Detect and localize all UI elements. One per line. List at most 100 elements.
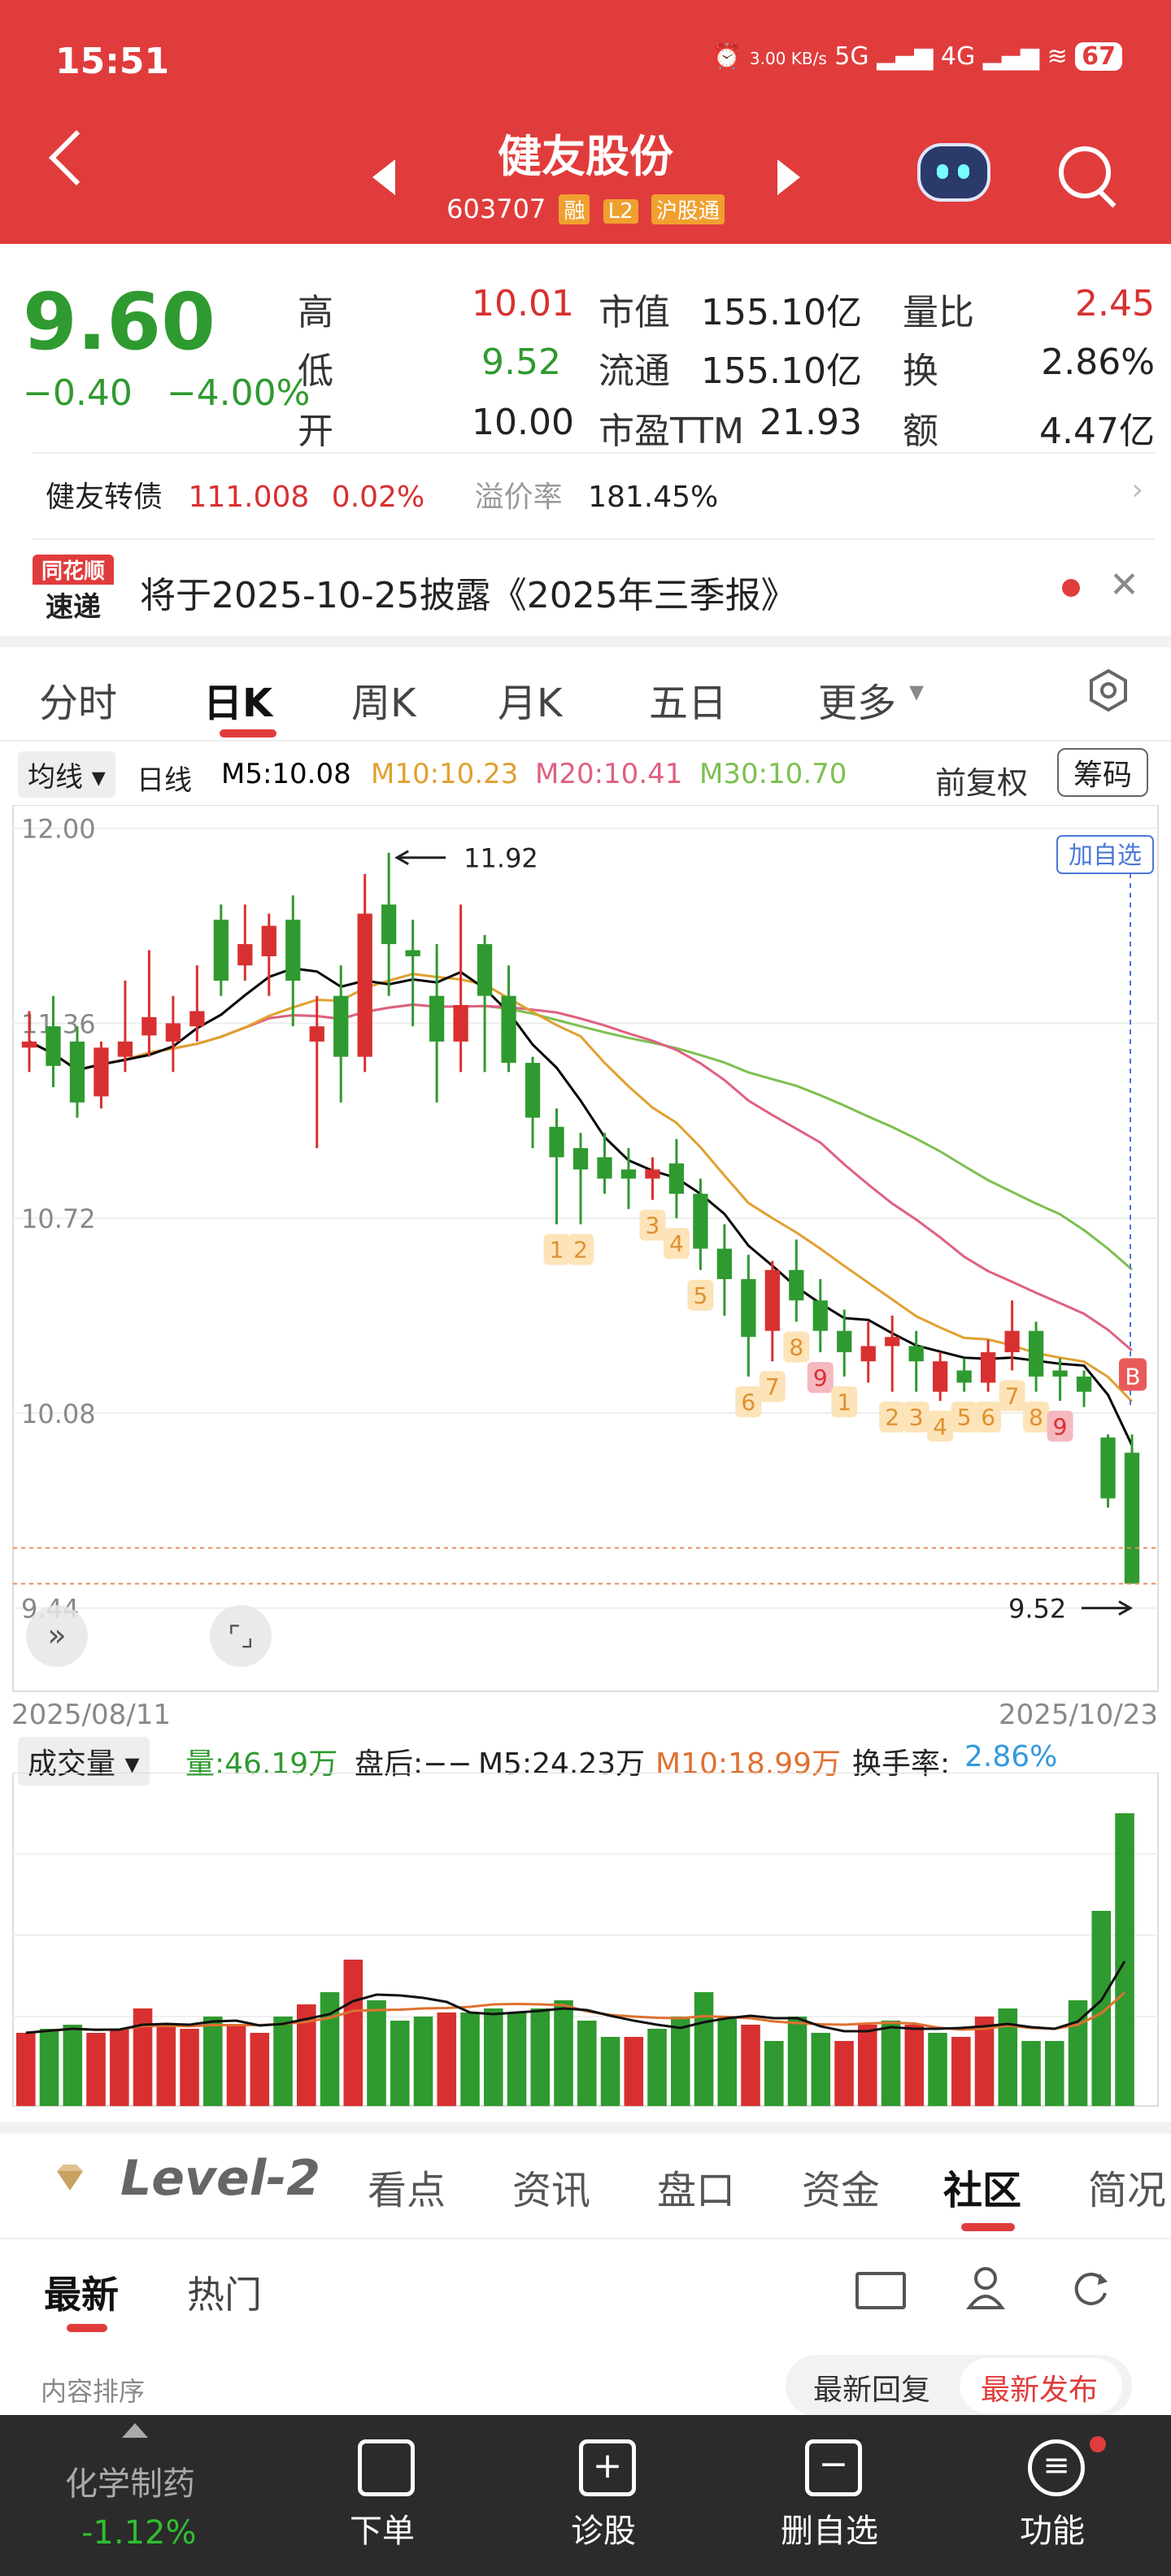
tab-hot[interactable]: 热门 bbox=[187, 2273, 262, 2317]
tag-connect: 沪股通 bbox=[651, 194, 725, 224]
ma-selector[interactable]: 均线 ▾ bbox=[18, 751, 115, 798]
info-tab-1[interactable]: 看点 bbox=[368, 2168, 446, 2213]
after-hours: 盘后:−− bbox=[355, 1747, 472, 1781]
quote-label: 开 bbox=[298, 411, 333, 452]
price-axis-label: 10.08 bbox=[21, 1399, 96, 1429]
info-tab-2[interactable]: 资讯 bbox=[512, 2168, 591, 2213]
candle-body bbox=[69, 1041, 85, 1103]
volume-bar bbox=[858, 2025, 877, 2106]
back-arrow-icon[interactable] bbox=[49, 130, 104, 185]
info-tab-5[interactable]: 社区 bbox=[943, 2168, 1022, 2213]
chips-button[interactable]: 筹码 bbox=[1057, 748, 1149, 797]
order-icon[interactable] bbox=[358, 2439, 415, 2496]
expand-up-icon[interactable] bbox=[122, 2423, 148, 2438]
info-tab-4[interactable]: 资金 bbox=[802, 2168, 881, 2213]
candle-body bbox=[309, 1026, 324, 1042]
candle-body bbox=[405, 950, 420, 957]
price-axis-label: 10.72 bbox=[21, 1203, 96, 1234]
quote-value: 10.00 bbox=[472, 402, 574, 443]
tag-l2: L2 bbox=[603, 199, 638, 224]
high-price-label: 11.92 bbox=[464, 843, 538, 874]
sort-latest-post[interactable]: 最新发布 bbox=[981, 2374, 1099, 2407]
candle-body bbox=[477, 944, 493, 996]
td-count-box bbox=[687, 1279, 714, 1311]
tab-period-4[interactable]: 五日 bbox=[649, 681, 728, 726]
candle-body bbox=[693, 1194, 708, 1249]
ma10-line bbox=[28, 973, 1134, 1403]
td-count-label: 4 bbox=[669, 1230, 684, 1257]
ma5-line bbox=[28, 967, 1134, 1447]
expand-icon[interactable] bbox=[210, 1605, 272, 1667]
app-header: 15:51 ⏰ 3.00 KB/s 5G ▂▄▆ 4G ▂▄▆ ≋ 67 健友股… bbox=[0, 0, 1171, 244]
info-tab-3[interactable]: 盘口 bbox=[657, 2168, 736, 2213]
nav-function[interactable]: 功能 bbox=[1020, 2513, 1085, 2550]
active-tab-indicator bbox=[961, 2223, 1015, 2231]
sort-latest-reply[interactable]: 最新回复 bbox=[813, 2374, 931, 2407]
tab-period-2[interactable]: 周K bbox=[351, 681, 416, 726]
info-tab-0[interactable]: Level-2 bbox=[120, 2150, 320, 2207]
candle-body bbox=[1076, 1376, 1092, 1392]
menu-icon[interactable]: ≡ bbox=[1028, 2439, 1085, 2496]
close-icon[interactable]: ✕ bbox=[1109, 564, 1139, 606]
tag-margin: 融 bbox=[559, 194, 590, 224]
dropdown-icon: ▾ bbox=[909, 675, 925, 708]
sector-name[interactable]: 化学制药 bbox=[65, 2465, 195, 2503]
info-tab-6[interactable]: 简况 bbox=[1088, 2168, 1167, 2213]
tab-period-3[interactable]: 月K bbox=[498, 681, 563, 726]
user-icon[interactable] bbox=[966, 2265, 1005, 2311]
tab-period-5[interactable]: 更多 bbox=[818, 681, 897, 726]
buy-marker-label: B bbox=[1125, 1363, 1140, 1390]
volume-value: 量:46.19万 bbox=[185, 1747, 338, 1781]
candle-body bbox=[1100, 1437, 1116, 1499]
volume-bar bbox=[624, 2037, 644, 2106]
nav-diagnose[interactable]: 诊股 bbox=[571, 2513, 636, 2550]
td-count-box bbox=[975, 1401, 1002, 1433]
adjust-mode[interactable]: 前复权 bbox=[935, 765, 1029, 801]
candlestick-chart[interactable]: 12.0011.3610.7210.089.441234567891234567… bbox=[0, 805, 1171, 1740]
nav-remove-watch[interactable]: 删自选 bbox=[781, 2513, 878, 2550]
search-icon[interactable] bbox=[1059, 146, 1111, 198]
td-count-label: 2 bbox=[885, 1404, 899, 1431]
td-count-label: 2 bbox=[573, 1237, 588, 1264]
candle-body bbox=[933, 1361, 948, 1392]
fast-forward-icon[interactable] bbox=[26, 1605, 88, 1667]
volume-bar bbox=[671, 2017, 690, 2106]
tab-period-0[interactable]: 分时 bbox=[39, 681, 118, 726]
volume-bar bbox=[437, 2012, 457, 2106]
quote-label: 市盈TTM bbox=[599, 411, 744, 452]
sort-label: 内容排序 bbox=[41, 2376, 146, 2407]
refresh-icon[interactable] bbox=[1070, 2269, 1111, 2309]
volume-bar bbox=[764, 2041, 784, 2106]
td-count-label: 5 bbox=[693, 1282, 707, 1309]
active-tab-indicator bbox=[220, 729, 276, 738]
diagnose-icon[interactable]: + bbox=[579, 2439, 636, 2496]
tab-period-1[interactable]: 日K bbox=[203, 681, 273, 726]
convertible-bond-row[interactable]: 健友转债 111.008 0.02% 溢价率 181.45% › bbox=[46, 473, 1151, 516]
candle-body bbox=[525, 1063, 541, 1118]
news-text[interactable]: 将于2025-10-25披露《2025年三季报》 bbox=[140, 575, 797, 616]
remove-watch-icon[interactable]: − bbox=[805, 2439, 862, 2496]
candle-body bbox=[94, 1047, 109, 1097]
candle-body bbox=[716, 1248, 733, 1280]
change-value: −0.40 bbox=[23, 372, 133, 414]
td-count-box bbox=[735, 1386, 762, 1417]
sector-pct: -1.12% bbox=[81, 2514, 197, 2552]
indicator-selector[interactable]: 成交量 ▾ bbox=[18, 1737, 150, 1786]
ma20-value: M20:10.41 bbox=[535, 758, 683, 790]
settings-hex-icon[interactable] bbox=[1086, 668, 1130, 712]
volume-bar bbox=[787, 2017, 808, 2106]
premium-label: 溢价率 bbox=[474, 481, 563, 514]
add-watch-box bbox=[1056, 835, 1154, 874]
mail-icon[interactable] bbox=[855, 2272, 906, 2309]
quote-value: 9.52 bbox=[481, 342, 561, 383]
prev-stock-icon[interactable] bbox=[372, 159, 395, 195]
nav-order[interactable]: 下单 bbox=[350, 2513, 415, 2550]
candle-body bbox=[357, 913, 372, 1057]
ai-robot-icon[interactable] bbox=[917, 143, 990, 202]
volume-bar bbox=[694, 1992, 714, 2106]
tab-latest[interactable]: 最新 bbox=[44, 2273, 119, 2317]
candle-body bbox=[333, 995, 349, 1057]
add-watch-label[interactable]: 加自选 bbox=[1069, 842, 1142, 870]
next-stock-icon[interactable] bbox=[777, 159, 800, 195]
td-count-label: 9 bbox=[1053, 1413, 1068, 1440]
